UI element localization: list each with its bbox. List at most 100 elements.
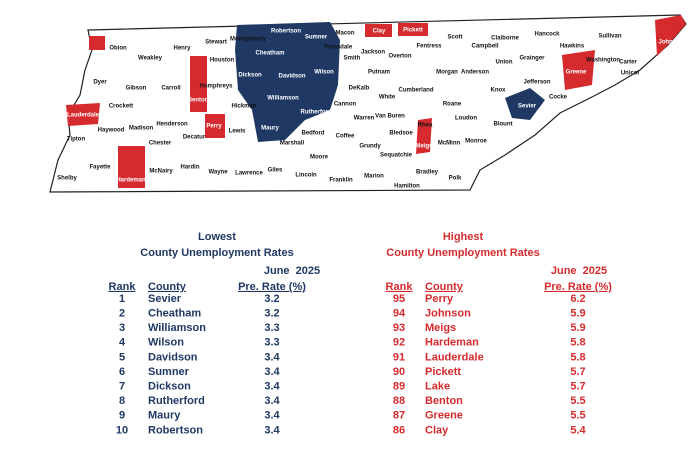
county-label: Coffee bbox=[336, 134, 355, 140]
column-header: Pre. Rate (%) bbox=[238, 281, 306, 293]
table-cell: Perry bbox=[425, 293, 454, 305]
county-label: Hickman bbox=[231, 104, 256, 110]
county-label: Claiborne bbox=[491, 36, 519, 42]
table-cell: 5.5 bbox=[570, 395, 585, 407]
table-cell: 6 bbox=[119, 366, 125, 378]
county-label: Carter bbox=[619, 60, 637, 66]
table-cell: 94 bbox=[393, 308, 406, 320]
table-cell: 8 bbox=[119, 395, 125, 407]
table-cell: 3.2 bbox=[264, 308, 279, 320]
table-cell: Lake bbox=[425, 381, 450, 393]
county-label: Chester bbox=[149, 141, 172, 147]
county-label: Cheatham bbox=[255, 51, 284, 57]
county-label: Trousdale bbox=[324, 45, 353, 51]
table-cell: 3.4 bbox=[264, 424, 280, 436]
column-header: Rank bbox=[386, 281, 414, 293]
table-cell: 89 bbox=[393, 381, 405, 393]
county-label: Greene bbox=[566, 70, 587, 76]
table-cell: 90 bbox=[393, 366, 405, 378]
table-cell: Lauderdale bbox=[425, 351, 484, 363]
county-label: Washington bbox=[586, 58, 620, 64]
table-cell: Clay bbox=[425, 424, 449, 436]
county-label: Loudon bbox=[455, 116, 477, 122]
table-cell: Johnson bbox=[425, 308, 471, 320]
county-label: Dyer bbox=[93, 80, 107, 86]
county-label: Rhea bbox=[418, 123, 433, 129]
highlight-high bbox=[365, 24, 392, 37]
county-label: Williamson bbox=[267, 96, 299, 102]
highlight-low bbox=[235, 22, 340, 142]
county-label: McMinn bbox=[438, 141, 461, 147]
county-label: Decatur bbox=[183, 135, 206, 141]
table-cell: 3.3 bbox=[264, 322, 279, 334]
table-cell: Benton bbox=[425, 395, 463, 407]
highlight-high bbox=[205, 114, 225, 138]
table-cell: 5.8 bbox=[570, 337, 585, 349]
table-cell: 5.7 bbox=[570, 366, 585, 378]
table-cell: 5.7 bbox=[570, 381, 585, 393]
county-label: Putnam bbox=[368, 70, 390, 76]
county-label: Warren bbox=[354, 116, 375, 122]
highlight-high bbox=[398, 23, 428, 36]
county-label: Hamilton bbox=[394, 184, 420, 190]
table-cell: 5.5 bbox=[570, 410, 585, 422]
table-cell: 93 bbox=[393, 322, 405, 334]
county-label: Gibson bbox=[126, 86, 147, 92]
county-label: Cumberland bbox=[398, 88, 433, 94]
table-cell: Rutherford bbox=[148, 395, 205, 407]
table-cell: 91 bbox=[393, 351, 405, 363]
table-cell: 5.4 bbox=[570, 424, 586, 436]
period: June 2025 bbox=[264, 265, 320, 277]
county-label: Knox bbox=[491, 88, 507, 94]
county-label: Wilson bbox=[314, 70, 334, 76]
county-label: Henderson bbox=[156, 122, 188, 128]
county-label: Marshall bbox=[280, 141, 305, 147]
county-label: Hancock bbox=[534, 32, 560, 38]
county-label: Lincoln bbox=[295, 173, 317, 179]
table-cell: 3.4 bbox=[264, 351, 280, 363]
table-title: County Unemployment Rates bbox=[140, 247, 293, 259]
county-label: Johnson bbox=[659, 40, 684, 46]
county-label: Fentress bbox=[416, 44, 442, 50]
county-label: Humphreys bbox=[199, 84, 233, 90]
county-label: Benton bbox=[188, 98, 209, 104]
table-cell: Dickson bbox=[148, 381, 191, 393]
county-label: Pickett bbox=[403, 28, 423, 34]
table-cell: 5.9 bbox=[570, 308, 585, 320]
highlight-high bbox=[416, 118, 432, 154]
highlight-high bbox=[89, 36, 105, 50]
period: June 2025 bbox=[551, 265, 607, 277]
highlight-high bbox=[118, 146, 145, 188]
county-label: Lewis bbox=[229, 129, 246, 135]
column-header: County bbox=[148, 281, 187, 293]
table-cell: 1 bbox=[119, 293, 125, 305]
table-cell: 5.9 bbox=[570, 322, 585, 334]
table-cell: 3.3 bbox=[264, 337, 279, 349]
county-label: Dickson bbox=[238, 73, 262, 79]
table-cell: 3.4 bbox=[264, 410, 280, 422]
county-label: Sequatchie bbox=[380, 153, 413, 159]
county-label: Lauderdale bbox=[67, 113, 100, 119]
county-label: DeKalb bbox=[349, 86, 370, 92]
county-label: Cannon bbox=[334, 102, 357, 108]
county-label: Polk bbox=[449, 176, 462, 182]
table-cell: 2 bbox=[119, 308, 125, 320]
county-label: Campbell bbox=[471, 44, 498, 50]
table-cell: 92 bbox=[393, 337, 405, 349]
county-label: Macon bbox=[335, 31, 354, 37]
table-cell: Davidson bbox=[148, 351, 198, 363]
county-label: Morgan bbox=[436, 70, 458, 76]
county-label: Fayette bbox=[89, 165, 111, 171]
table-cell: 87 bbox=[393, 410, 405, 422]
table-cell: Greene bbox=[425, 410, 463, 422]
county-label: Maury bbox=[261, 126, 279, 132]
county-label: Haywood bbox=[98, 128, 125, 134]
column-header: Pre. Rate (%) bbox=[544, 281, 612, 293]
county-label: Obion bbox=[109, 46, 127, 52]
county-label: Marion bbox=[364, 174, 384, 180]
county-label: McNairy bbox=[149, 169, 173, 175]
table-cell: 5.8 bbox=[570, 351, 585, 363]
county-label: Overton bbox=[388, 54, 411, 60]
table-cell: Sumner bbox=[148, 366, 190, 378]
